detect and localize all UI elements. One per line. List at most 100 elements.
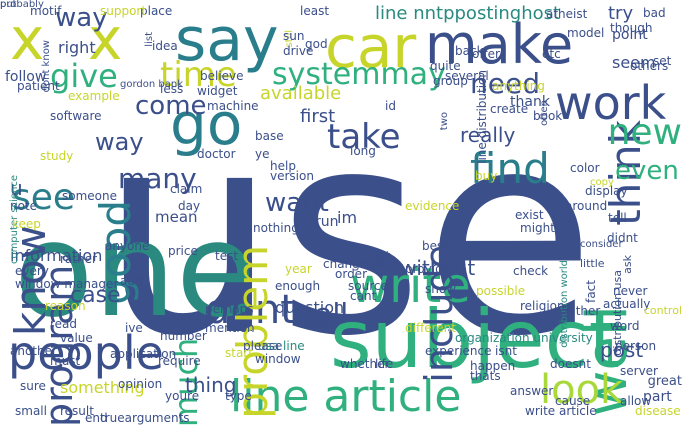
cloud-word: patient — [17, 79, 60, 93]
cloud-word: change — [323, 257, 368, 271]
cloud-word: sell — [305, 317, 326, 331]
cloud-word: allow — [620, 394, 652, 408]
cloud-word: best — [422, 239, 448, 253]
cloud-word: systemmay — [272, 57, 446, 92]
cloud-word: id — [385, 99, 396, 113]
cloud-word: end — [85, 411, 108, 425]
cloud-word: note — [10, 199, 38, 213]
cloud-word: control — [643, 304, 682, 317]
cloud-word: require — [158, 354, 201, 368]
cloud-word: copy — [590, 177, 614, 188]
cloud-word: x — [88, 5, 123, 73]
cloud-word: though — [610, 21, 653, 35]
cloud-word: someone — [62, 189, 117, 203]
cloud-word: gordon bank — [120, 79, 183, 90]
cloud-word: version — [270, 169, 314, 183]
cloud-word: car — [325, 13, 417, 81]
cloud-word: little — [580, 257, 605, 270]
cloud-word: idea — [152, 39, 178, 53]
cloud-word: come — [135, 91, 207, 121]
cloud-word: price — [168, 244, 198, 258]
cloud-word: need — [470, 67, 540, 100]
cloud-word: life — [375, 357, 394, 371]
cloud-word: make — [425, 13, 574, 76]
cloud-word: doesnt — [550, 357, 591, 371]
cloud-word: others — [630, 59, 669, 73]
cloud-word: please — [243, 339, 283, 353]
cloud-word: quite — [430, 59, 461, 73]
cloud-word: enough — [275, 279, 321, 293]
cloud-word: check — [513, 264, 549, 278]
cloud-word: sure — [20, 379, 46, 393]
cloud-word: software — [50, 109, 102, 123]
cloud-word: isnt — [495, 344, 517, 358]
cloud-word: thats — [470, 369, 501, 383]
cloud-word: place — [140, 4, 173, 18]
cloud-word: base — [255, 129, 284, 143]
cloud-word: model — [567, 26, 605, 40]
cloud-word: probably — [0, 0, 44, 10]
cloud-word: great — [647, 374, 682, 389]
cloud-word: doctor — [197, 147, 236, 161]
cloud-word: word — [610, 319, 640, 333]
cloud-word: must — [50, 354, 81, 368]
cloud-word: youre — [165, 389, 200, 403]
cloud-word: truearguments — [100, 411, 190, 425]
cloud-word: back — [455, 44, 484, 58]
cloud-word: server — [620, 364, 658, 378]
cloud-word: way — [55, 3, 108, 33]
cloud-word: value — [60, 331, 93, 345]
cloud-word: sun — [283, 29, 305, 43]
cloud-word: new — [607, 112, 682, 153]
cloud-word: write article — [525, 404, 597, 418]
cloud-word: window — [255, 352, 301, 366]
cloud-word: u — [10, 176, 23, 200]
cloud-word: test — [215, 249, 239, 263]
cloud-word: bad — [643, 6, 666, 20]
cloud-word: example — [68, 89, 120, 103]
cloud-word: result — [60, 404, 94, 418]
cloud-word: run — [315, 214, 339, 230]
cloud-word: day — [178, 199, 201, 213]
cloud-word: dont — [205, 287, 296, 333]
cloud-word: look — [540, 367, 624, 413]
cloud-word: even — [615, 156, 679, 186]
cloud-word: question — [275, 298, 345, 317]
cloud-word: buy — [475, 169, 498, 183]
cloud-word: something — [60, 378, 145, 397]
cloud-word: person — [615, 339, 657, 353]
cloud-word: experience — [425, 344, 492, 358]
cloud-word: several — [445, 69, 489, 83]
cloud-word: whether — [340, 357, 390, 371]
cloud-word: color — [570, 161, 600, 175]
cloud-word: put — [0, 0, 17, 10]
cloud-word: add — [120, 274, 143, 288]
cloud-word: opinion — [118, 377, 163, 391]
cloud-word: actually — [603, 297, 651, 311]
cloud-word: every — [15, 264, 49, 278]
cloud-word: order — [335, 267, 367, 281]
cloud-word: try — [608, 3, 634, 24]
cloud-word: follow — [5, 69, 47, 85]
cloud-word: start — [225, 346, 253, 360]
cloud-word: call — [300, 297, 349, 330]
cloud-word: either — [565, 304, 601, 318]
cloud-word: usa line — [258, 339, 305, 353]
cloud-word: organization university — [455, 331, 593, 345]
cloud-word: religion — [520, 299, 565, 313]
cloud-word: god — [305, 37, 328, 51]
cloud-word: go — [170, 90, 243, 158]
cloud-word: subject — [330, 293, 620, 386]
cloud-word: line nntppostinghost — [375, 3, 561, 24]
cloud-word: offer — [472, 47, 500, 61]
cloud-word: point — [612, 27, 648, 43]
cloud-word: number — [160, 329, 207, 343]
cloud-word: use — [100, 72, 596, 398]
cloud-word: consider — [580, 239, 623, 250]
cloud-word: see — [12, 177, 76, 218]
cloud-word: atheist — [546, 7, 588, 21]
cloud-word: right — [58, 38, 96, 57]
cloud-word: human — [160, 314, 202, 328]
cloud-word: claim — [170, 182, 203, 196]
